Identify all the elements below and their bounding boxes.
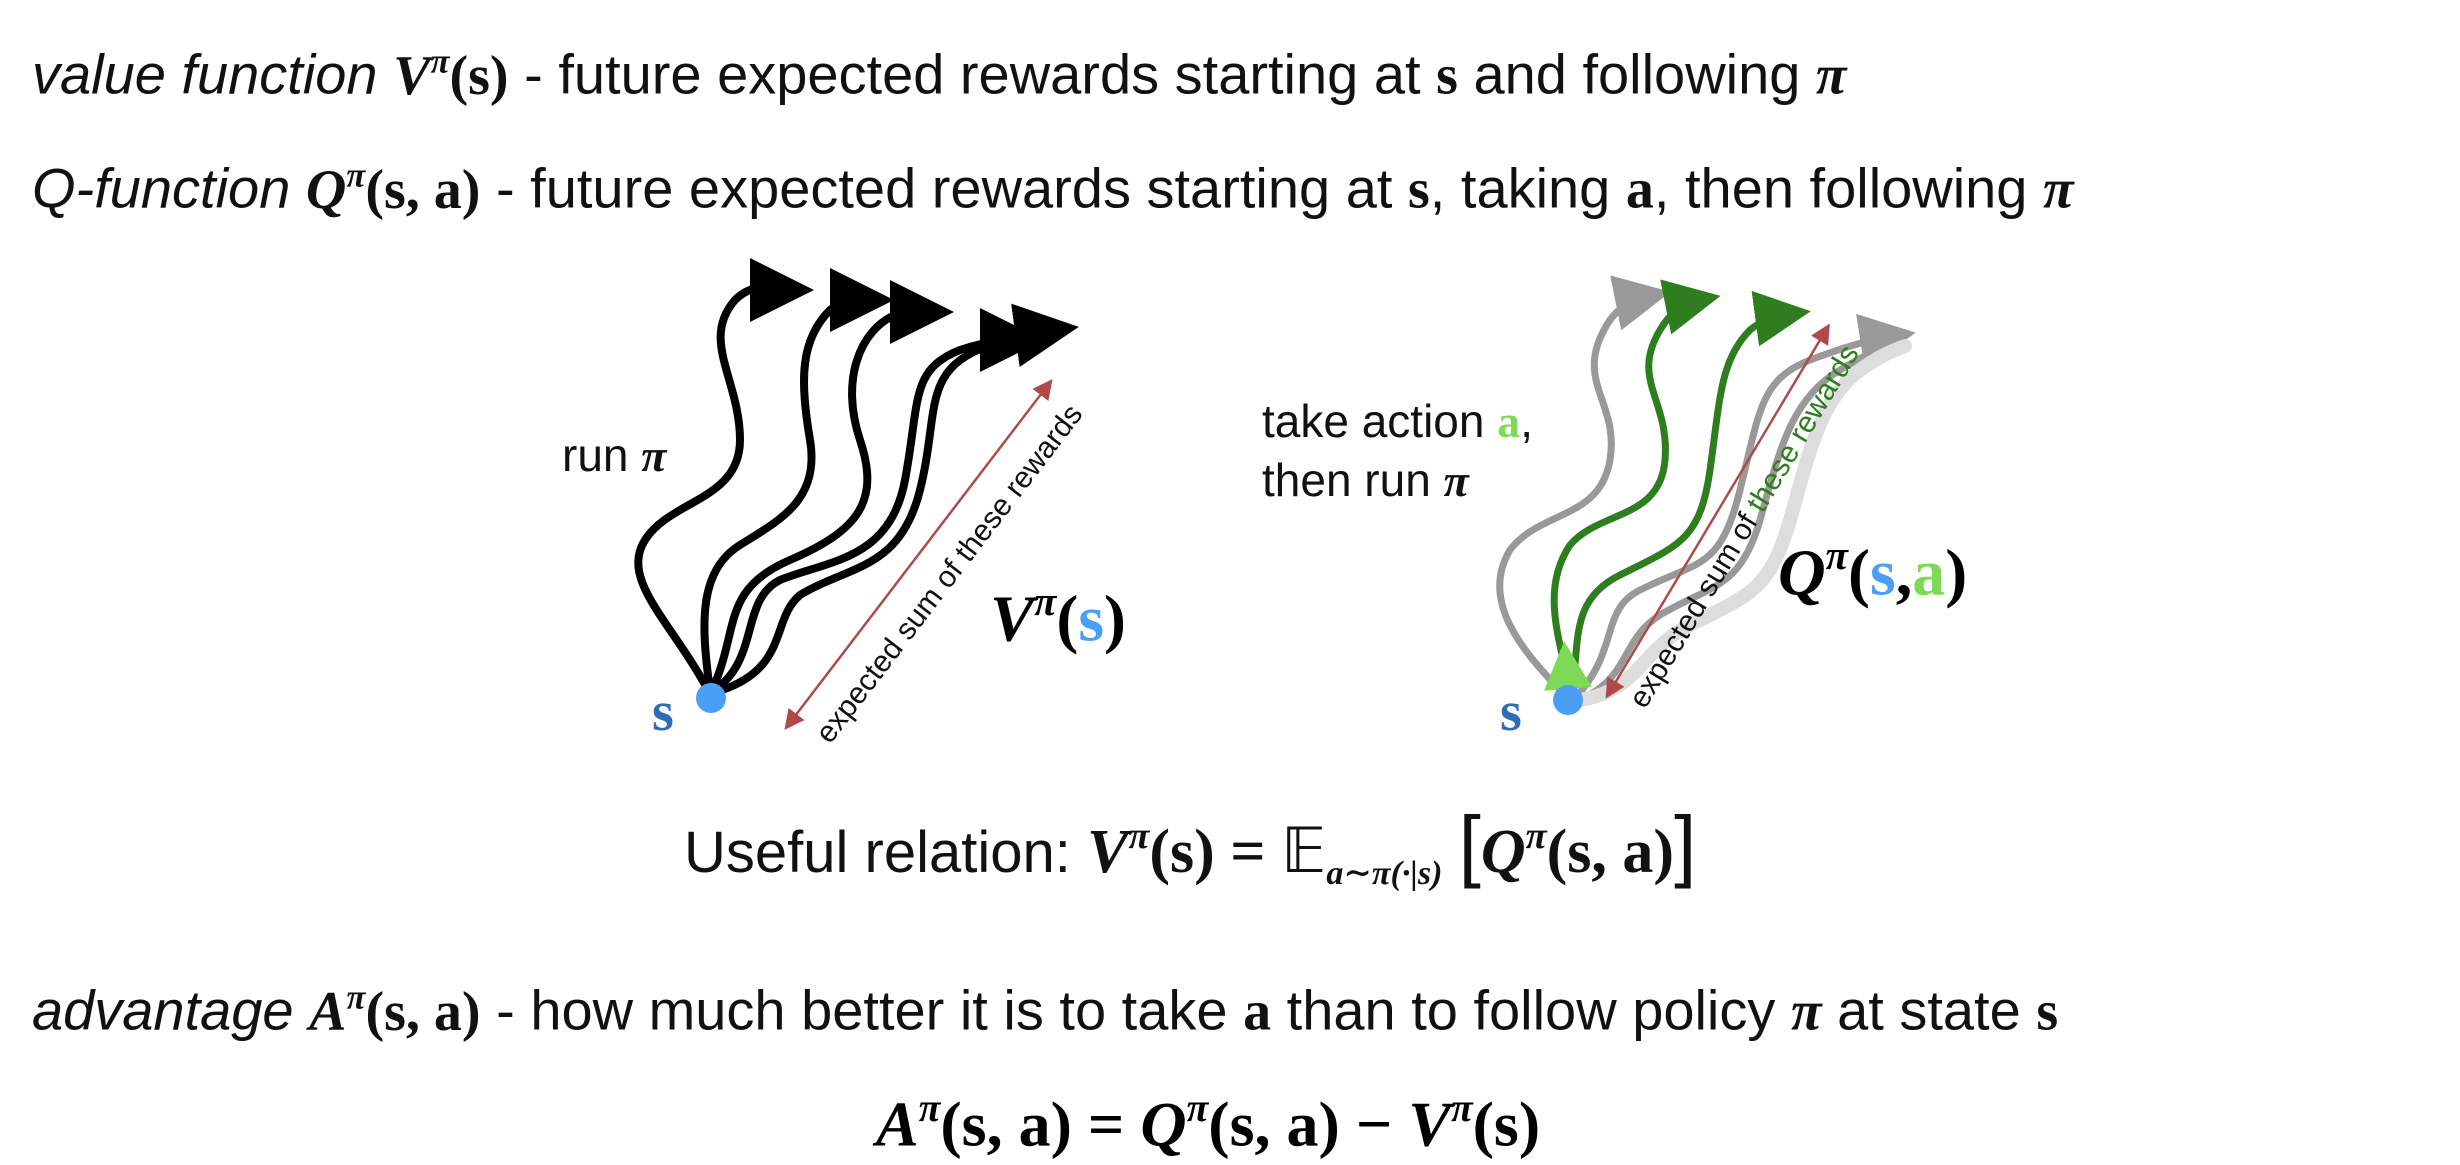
advantage-pi: π xyxy=(1790,980,1822,1043)
relation-label: Useful relation: xyxy=(684,819,1087,885)
value-function-pi: π xyxy=(1815,44,1847,107)
advantage-equation: Aπ(s, a) = Qπ(s, a) − Vπ(s) xyxy=(876,1086,1541,1160)
q-function-term: Q-function xyxy=(32,156,291,220)
relation-rhs: Qπ(s, a) xyxy=(1480,815,1675,886)
q-function-symbol: Qπ(s, a) xyxy=(305,155,481,221)
value-function-desc-mid: and following xyxy=(1457,42,1816,106)
value-function-desc-pre: - future expected rewards starting at xyxy=(508,42,1437,106)
relation-lhs: Vπ(s) xyxy=(1086,815,1215,886)
value-function-s: s xyxy=(1436,44,1458,107)
relation-close-bracket: ] xyxy=(1674,799,1697,889)
relation-equals: = xyxy=(1214,817,1282,886)
advantage-a: a xyxy=(1243,980,1272,1043)
right-expected-arrow xyxy=(1605,323,1830,699)
useful-relation: Useful relation: Vπ(s) = 𝔼a∼π(·|s) [Qπ(s… xyxy=(684,796,1696,914)
left-trajectory-1 xyxy=(634,257,814,694)
value-function-line: value function Vπ(s) - future expected r… xyxy=(32,26,1847,111)
relation-expectation: 𝔼a∼π(·|s) xyxy=(1281,816,1443,892)
q-function-s: s xyxy=(1407,158,1430,221)
q-function-desc-mid1: , taking xyxy=(1429,156,1626,220)
left-state-label: s xyxy=(652,681,674,743)
value-function-term: value function xyxy=(32,42,378,106)
advantage-term: advantage xyxy=(32,978,294,1042)
advantage-desc-pre: - how much better it is to take xyxy=(480,978,1244,1042)
right-state-dot xyxy=(1553,685,1583,715)
advantage-symbol: Aπ(s, a) xyxy=(309,977,481,1043)
left-value-formula: Vπ(s) xyxy=(990,579,1127,656)
advantage-desc-mid2: at state xyxy=(1821,978,2037,1042)
q-function-a: a xyxy=(1625,158,1654,221)
advantage-s: s xyxy=(2036,980,2059,1043)
right-state-label: s xyxy=(1500,681,1522,743)
value-function-symbol: Vπ(s) xyxy=(393,41,509,107)
left-state-dot xyxy=(696,683,726,713)
left-expected-arrow xyxy=(784,379,1053,730)
q-function-desc-pre: - future expected rewards starting at xyxy=(480,156,1408,220)
right-arrow-label: expected sum of these rewards xyxy=(1623,339,1866,713)
advantage-desc-mid1: than to follow policy xyxy=(1271,978,1791,1042)
right-gray-trajectory-1 xyxy=(1496,275,1671,702)
right-q-formula: Qπ(s,a) xyxy=(1778,533,1968,610)
advantage-line: advantage Aπ(s, a) - how much better it … xyxy=(32,962,2058,1047)
take-action-label: take action a, then run π xyxy=(1262,395,1534,506)
q-function-line: Q-function Qπ(s, a) - future expected re… xyxy=(32,140,2074,225)
run-pi-label: run π xyxy=(562,429,667,481)
relation-open-bracket: [ xyxy=(1458,799,1481,889)
q-function-desc-mid2: , then following xyxy=(1653,156,2044,220)
q-function-pi: π xyxy=(2043,158,2074,221)
